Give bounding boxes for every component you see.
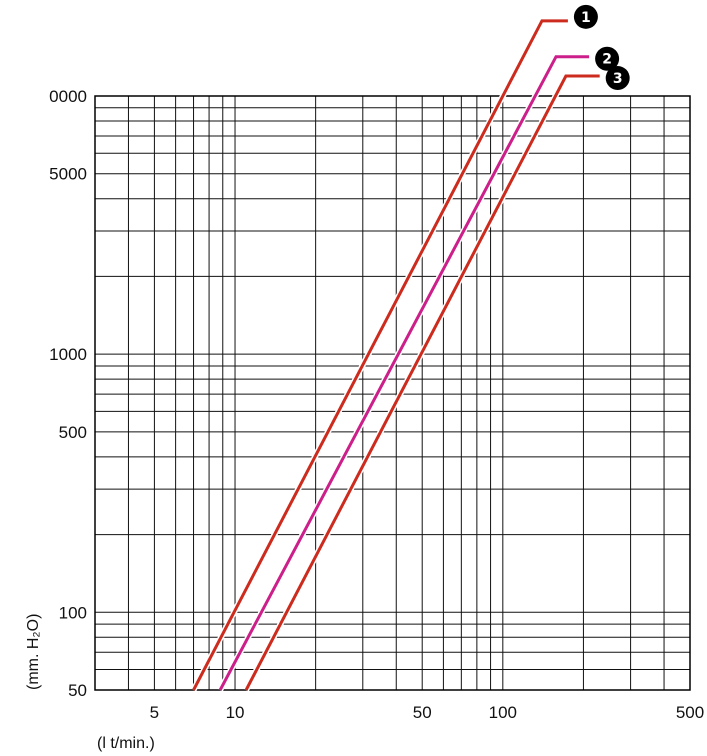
chart-grid xyxy=(94,95,691,691)
y-tick-label: 50 xyxy=(68,681,87,700)
y-tick-label: 1000 xyxy=(49,345,87,364)
series-line-halo xyxy=(217,53,590,692)
series-line xyxy=(218,55,590,691)
x-tick-label: 100 xyxy=(489,703,517,722)
series-line xyxy=(192,19,568,691)
x-tick-label: 50 xyxy=(413,703,432,722)
x-tick-label: 500 xyxy=(676,703,704,722)
y-tick-label: 5000 xyxy=(49,165,87,184)
x-tick-label: 10 xyxy=(226,703,245,722)
series-line-halo xyxy=(243,73,600,692)
x-tick-label: 5 xyxy=(150,703,159,722)
series-2: 2 xyxy=(217,46,620,692)
y-axis-label: (mm. H₂O) xyxy=(25,614,42,690)
series-badge-label: 2 xyxy=(602,52,612,68)
chart-series: 1 23 xyxy=(190,4,630,692)
plot-frame xyxy=(94,95,691,691)
y-tick-label: 500 xyxy=(59,423,87,442)
series-badge-label: 1 xyxy=(581,10,591,26)
series-line xyxy=(244,74,600,691)
series-1: 1 xyxy=(190,4,598,692)
series-badge-circle xyxy=(573,4,598,29)
y-tick-label: 0000 xyxy=(49,87,87,106)
series-3: 3 xyxy=(243,66,630,692)
x-axis-label: (l t/min.) xyxy=(97,735,155,752)
tick-labels: 5 10 50 100 500 50 100 500 1000 5000 0000 xyxy=(49,87,704,722)
series-badge-circle xyxy=(605,66,630,91)
series-badge-circle xyxy=(595,46,620,71)
y-tick-label: 100 xyxy=(59,603,87,622)
series-badge-label: 3 xyxy=(613,71,623,87)
